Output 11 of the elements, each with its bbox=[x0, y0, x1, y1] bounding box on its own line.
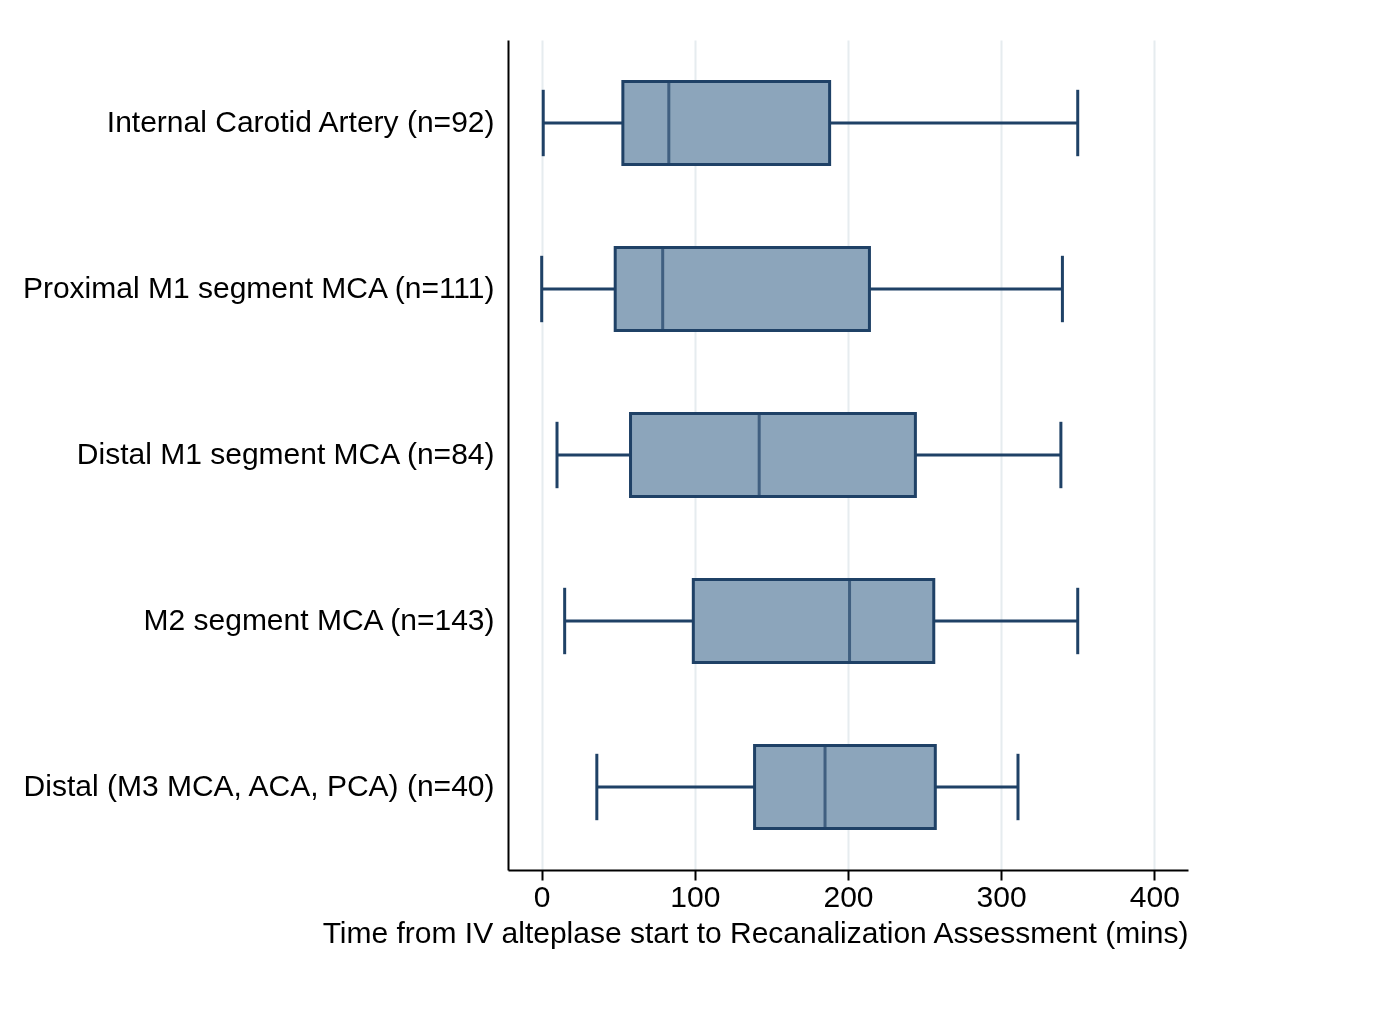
y-tick-label: M2 segment MCA (n=143) bbox=[143, 603, 495, 636]
x-tick-label: 300 bbox=[976, 879, 1027, 913]
x-axis-title: Time from IV alteplase start to Recanalization Assessment (mins) bbox=[322, 915, 1189, 949]
x-tick-label: 0 bbox=[533, 879, 551, 913]
x-tick-label: 400 bbox=[1129, 879, 1180, 913]
x-tick-label: 200 bbox=[823, 879, 874, 913]
y-tick-label: Distal M1 segment MCA (n=84) bbox=[76, 437, 495, 470]
y-tick-label: Distal (M3 MCA, ACA, PCA) (n=40) bbox=[23, 769, 495, 802]
y-tick-label: Internal Carotid Artery (n=92) bbox=[106, 105, 495, 138]
y-tick-label: Proximal M1 segment MCA (n=111) bbox=[22, 271, 495, 304]
x-tick-label: 100 bbox=[670, 879, 721, 913]
